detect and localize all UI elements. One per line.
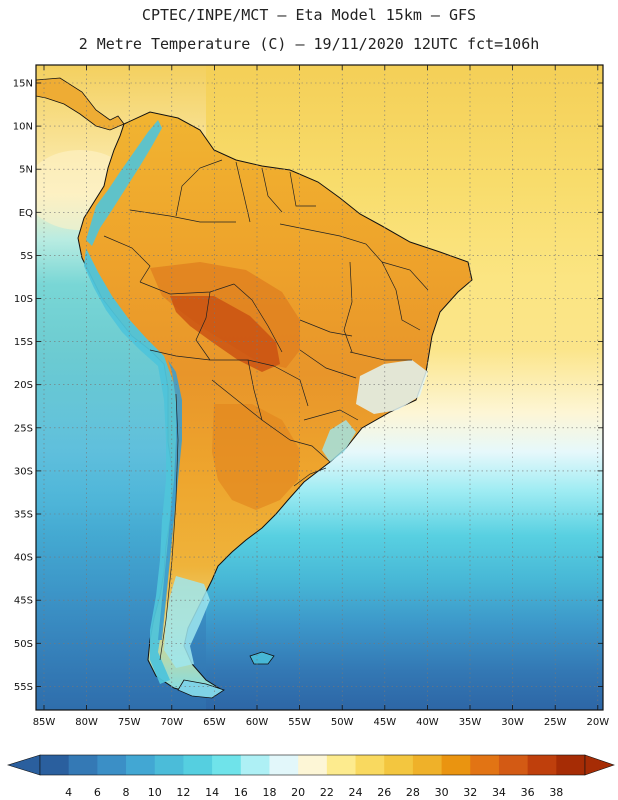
- lat-label: EQ: [19, 208, 33, 219]
- lat-label: 40S: [14, 553, 33, 564]
- colorbar-high-arrow: [584, 754, 615, 776]
- lon-label: 25W: [544, 717, 567, 728]
- colorbar: 4 6 8 10 12 14 16 18 20 22 24 26 28 30 32 34 36 38: [6, 754, 615, 799]
- heat-core-bolivia: [170, 296, 280, 372]
- colorbar-swatch: [498, 755, 529, 775]
- colorbar-label: 12: [176, 786, 190, 799]
- lat-label: 45S: [14, 596, 33, 607]
- lat-label: 15N: [13, 79, 33, 90]
- colorbar-label: 38: [549, 786, 563, 799]
- title-line-2: 2 Metre Temperature (C) – 19/11/2020 12U…: [78, 35, 540, 53]
- colorbar-label: 14: [205, 786, 219, 799]
- lon-label: 70W: [160, 717, 183, 728]
- lat-label: 15S: [14, 337, 33, 348]
- colorbar-label: 28: [406, 786, 420, 799]
- chaco-warm-zone: [212, 404, 300, 510]
- country-borders: [103, 159, 429, 661]
- lon-label: 60W: [246, 717, 269, 728]
- colorbar-swatch: [126, 755, 156, 775]
- andes-high-peaks: [158, 360, 182, 640]
- lon-label: 20W: [586, 717, 609, 728]
- southeast-brazil-cool: [356, 360, 428, 414]
- colorbar-swatch: [527, 755, 557, 775]
- lat-label: 20S: [14, 380, 33, 391]
- colorbar-swatch: [355, 755, 385, 775]
- colorbar-swatch: [183, 755, 213, 775]
- colorbar-swatch: [412, 755, 442, 775]
- south-brazil-coast-cool: [322, 420, 356, 462]
- colorbar-swatch: [298, 755, 328, 775]
- lat-label: 25S: [14, 423, 33, 434]
- colorbar-swatch: [326, 755, 356, 775]
- colorbar-swatch: [441, 755, 471, 775]
- lon-label: 35W: [459, 717, 482, 728]
- colorbar-swatch: [269, 755, 299, 775]
- colorbar-label: 34: [492, 786, 506, 799]
- colorbar-label: 36: [521, 786, 535, 799]
- lon-label: 55W: [288, 717, 311, 728]
- lon-label: 50W: [331, 717, 354, 728]
- lat-label: 50S: [14, 639, 33, 650]
- andes-cool-band: [84, 248, 178, 684]
- lon-label: 45W: [373, 717, 396, 728]
- colorbar-label: 26: [377, 786, 391, 799]
- lon-label: 75W: [118, 717, 141, 728]
- lat-label: 10N: [13, 122, 33, 133]
- lat-label: 10S: [14, 294, 33, 305]
- lon-label: 80W: [75, 717, 98, 728]
- colorbar-swatch: [212, 755, 242, 775]
- colorbar-swatch: [556, 755, 586, 775]
- tierra-del-fuego: [177, 679, 225, 699]
- colorbar-label: 8: [123, 786, 130, 799]
- lon-label: 40W: [416, 717, 439, 728]
- colorbar-label: 24: [349, 786, 363, 799]
- lat-label: 55S: [14, 682, 33, 693]
- lat-label: 30S: [14, 466, 33, 477]
- colorbar-swatch: [240, 755, 270, 775]
- colorbar-label: 10: [148, 786, 162, 799]
- title-line-1: CPTEC/INPE/MCT – Eta Model 15km – GFS: [141, 6, 477, 24]
- colorbar-swatch: [40, 755, 70, 775]
- lat-label: 5N: [19, 165, 33, 176]
- colorbar-label: 30: [435, 786, 449, 799]
- lon-label: 85W: [33, 717, 56, 728]
- colorbar-swatch: [97, 755, 127, 775]
- colorbar-swatch: [384, 755, 414, 775]
- colorbar-label: 32: [463, 786, 477, 799]
- patagonia-cool: [164, 576, 210, 668]
- colorbar-swatch: [470, 755, 500, 775]
- lat-label: 35S: [14, 510, 33, 521]
- lat-label: 5S: [20, 251, 33, 262]
- colorbar-low-arrow: [6, 754, 41, 776]
- colorbar-label: 4: [65, 786, 72, 799]
- northern-andes-cool: [86, 120, 162, 246]
- lon-label: 65W: [203, 717, 226, 728]
- colorbar-label: 6: [94, 786, 101, 799]
- colorbar-swatch: [154, 755, 184, 775]
- axis-ticks: [36, 65, 603, 710]
- colorbar-swatch: [68, 755, 98, 775]
- lon-label: 30W: [501, 717, 524, 728]
- colorbar-label: 22: [320, 786, 334, 799]
- central-america-land: [36, 77, 125, 131]
- colorbar-label: 18: [262, 786, 276, 799]
- lat-lon-gridlines: [36, 65, 603, 710]
- map-frame: [35, 64, 604, 711]
- falkland-islands: [249, 651, 275, 665]
- colorbar-label: 20: [291, 786, 305, 799]
- colorbar-label: 16: [234, 786, 248, 799]
